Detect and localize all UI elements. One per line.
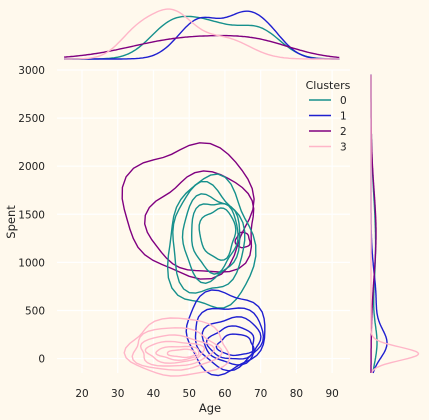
contour-cluster-0-level-0: [166, 173, 257, 309]
marginal-right-cluster-3: [370, 74, 420, 374]
legend-label-2: 2: [340, 126, 347, 138]
kde-contours: [121, 142, 266, 377]
y-tick-label: 1000: [18, 257, 45, 269]
x-axis-label: Age: [199, 401, 221, 415]
contour-cluster-3-level-3: [144, 340, 206, 364]
legend-label-0: 0: [340, 95, 347, 107]
y-tick-labels: 0 500 1000 1500 2000 2500 3000: [18, 65, 45, 366]
contour-cluster-3-level-5: [166, 348, 197, 359]
y-tick-label: 2500: [18, 113, 45, 125]
contour-cluster-3-level-4: [155, 345, 200, 362]
contour-cluster-0-level-1: [172, 181, 246, 294]
grid: [57, 69, 350, 373]
x-tick-label: 70: [254, 388, 267, 400]
x-tick-label: 60: [218, 388, 231, 400]
y-tick-label: 0: [38, 354, 45, 366]
x-tick-label: 20: [75, 388, 88, 400]
x-tick-label: 90: [325, 388, 338, 400]
contour-cluster-3-level-1: [131, 327, 223, 371]
x-tick-label: 50: [183, 388, 196, 400]
x-tick-labels: 20 30 40 50 60 70 80 90: [75, 388, 338, 400]
legend-label-3: 3: [340, 142, 347, 154]
contour-cluster-3-level-0: [123, 317, 231, 377]
contour-cluster-2-level-1: [143, 170, 255, 273]
x-tick-label: 40: [147, 388, 160, 400]
contour-cluster-0-level-3: [190, 202, 239, 275]
contour-cluster-1-level-0: [185, 289, 266, 377]
legend: Clusters 0 1 2 3: [306, 79, 351, 154]
x-tick-label: 80: [290, 388, 303, 400]
contour-cluster-1-level-1: [194, 307, 265, 372]
joint-plot-area: [57, 70, 350, 373]
y-tick-label: 500: [25, 305, 45, 317]
y-tick-label: 1500: [18, 209, 45, 221]
marginal-top-kde: [64, 8, 340, 60]
marginal-top-cluster-1: [64, 10, 340, 60]
marginal-top-cluster-3: [64, 8, 340, 60]
contour-cluster-1-level-2: [201, 316, 262, 366]
marginal-top-cluster-2: [64, 34, 340, 59]
x-tick-label: 30: [111, 388, 124, 400]
legend-title: Clusters: [306, 79, 351, 92]
contour-cluster-3-level-2: [139, 334, 216, 367]
y-axis-label: Spent: [4, 205, 18, 239]
contour-cluster-2-level-2: [234, 231, 251, 249]
y-tick-label: 3000: [18, 65, 45, 77]
y-tick-label: 2000: [18, 161, 45, 173]
marginal-right-cluster-1: [370, 74, 388, 374]
legend-label-1: 1: [340, 111, 347, 123]
marginal-right-kde: [370, 74, 420, 374]
contour-cluster-0-level-4: [198, 207, 237, 261]
